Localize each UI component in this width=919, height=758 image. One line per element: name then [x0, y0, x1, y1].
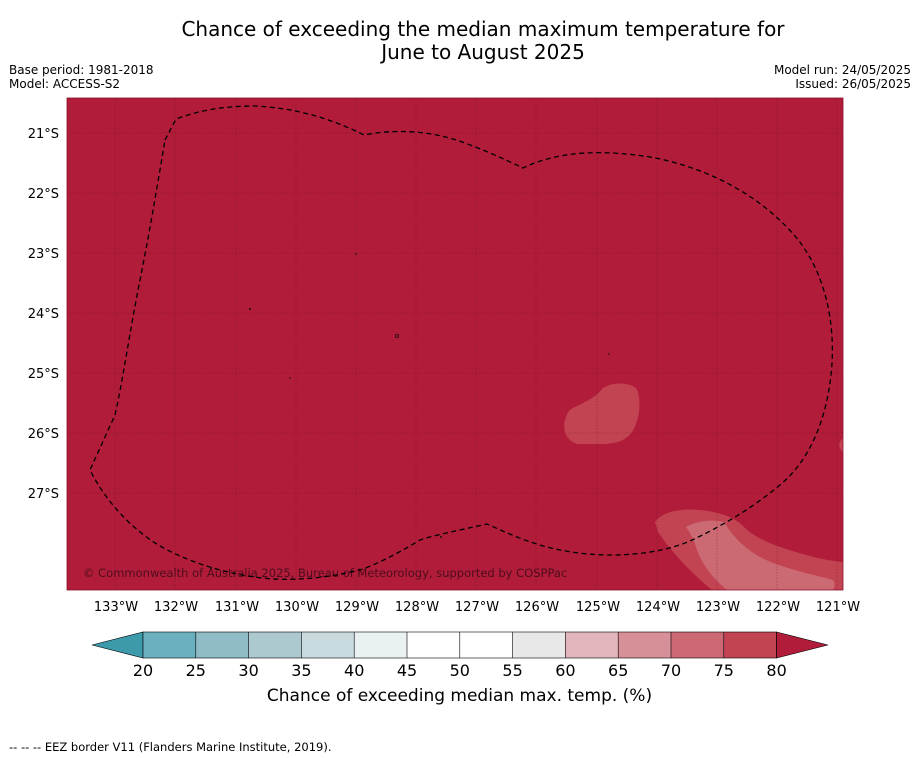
graticule [67, 98, 843, 590]
run-info: Model run: 24/05/2025 Issued: 26/05/2025 [774, 63, 911, 91]
lon-label: 130°W [275, 600, 319, 615]
colorbar-arrow-low [91, 631, 144, 659]
eez-border [89, 105, 833, 580]
island-speck [440, 536, 442, 538]
lon-label: 131°W [215, 600, 259, 615]
base-period: Base period: 1981-2018 [9, 63, 154, 77]
title-line-1: Chance of exceeding the median maximum t… [181, 17, 785, 41]
colorbar-segment [248, 632, 302, 658]
colorbar-tick-label: 75 [714, 661, 734, 680]
lat-label: 25°S [28, 367, 59, 382]
colorbar-segment [459, 632, 514, 658]
colorbar-tick-label: 25 [186, 661, 206, 680]
patch-70-75-southeast [686, 520, 835, 590]
colorbar-segment [618, 632, 672, 658]
island-markers [210, 253, 610, 569]
colorbar-tick-label: 55 [502, 661, 522, 680]
patch-70-80-central [564, 383, 640, 444]
island-speck [249, 308, 251, 310]
island-speck [394, 333, 399, 338]
latitude-labels: 21°S 22°S 23°S 24°S 25°S 26°S 27°S [28, 127, 59, 502]
colorbar-tick-label: 80 [766, 661, 786, 680]
lon-label: 126°W [515, 600, 559, 615]
lon-label: 124°W [636, 600, 680, 615]
lat-label: 23°S [28, 247, 59, 262]
colorbar-segment [195, 632, 250, 658]
lon-label: 121°W [816, 600, 860, 615]
colorbar-segment [407, 632, 461, 658]
colorbar: 20 25 30 35 40 45 50 55 60 65 70 75 80 [91, 631, 829, 680]
lon-label: 123°W [696, 600, 740, 615]
colorbar-tick-label: 70 [661, 661, 681, 680]
copyright-note: © Commonwealth of Australia 2025, Bureau… [83, 566, 567, 580]
title-line-2: June to August 2025 [381, 40, 585, 64]
island-speck [210, 567, 212, 569]
colorbar-tick-label: 65 [608, 661, 628, 680]
island-speck [608, 353, 610, 355]
model-info: Base period: 1981-2018 Model: ACCESS-S2 [9, 63, 154, 91]
map-frame [66, 97, 844, 591]
lon-label: 129°W [335, 600, 379, 615]
model-run-date: Model run: 24/05/2025 [773, 63, 911, 77]
lat-label: 24°S [28, 307, 59, 322]
colorbar-segment [354, 632, 408, 658]
lon-label: 133°W [94, 600, 138, 615]
colorbar-tick-label: 35 [291, 661, 311, 680]
colorbar-segment [565, 632, 619, 658]
lat-label: 22°S [28, 187, 59, 202]
island-speck [289, 377, 291, 379]
issued-date: Issued: 26/05/2025 [795, 77, 911, 91]
colorbar-segment [143, 632, 197, 658]
model-name: Model: ACCESS-S2 [9, 77, 121, 91]
colorbar-tick-label: 50 [450, 661, 470, 680]
lon-label: 132°W [154, 600, 198, 615]
colorbar-segment [723, 632, 778, 658]
longitude-labels: 133°W 132°W 131°W 130°W 129°W 128°W 127°… [94, 600, 860, 615]
lon-label: 127°W [455, 600, 499, 615]
colorbar-tick-label: 40 [344, 661, 364, 680]
map-title: Chance of exceeding the median maximum t… [0, 18, 919, 64]
colorbar-arrow-high [776, 631, 829, 659]
colorbar-title: Chance of exceeding median max. temp. (%… [266, 686, 653, 706]
patch-edge-east [839, 438, 843, 452]
lon-label: 125°W [576, 600, 620, 615]
island-speck [355, 253, 357, 255]
colorbar-tick-label: 20 [133, 661, 153, 680]
lon-label: 128°W [395, 600, 439, 615]
map-background-fill [67, 98, 843, 590]
colorbar-segment [512, 632, 566, 658]
colorbar-tick-label: 30 [238, 661, 258, 680]
colorbar-tick-label: 60 [555, 661, 575, 680]
colorbar-segment [671, 632, 725, 658]
lat-label: 26°S [28, 427, 59, 442]
colorbar-segment [301, 632, 355, 658]
colorbar-tick-label: 45 [397, 661, 417, 680]
lat-label: 21°S [28, 127, 59, 142]
lat-label: 27°S [28, 487, 59, 502]
lon-label: 122°W [756, 600, 800, 615]
eez-legend-note: -- -- -- EEZ border V11 (Flanders Marine… [9, 740, 332, 754]
